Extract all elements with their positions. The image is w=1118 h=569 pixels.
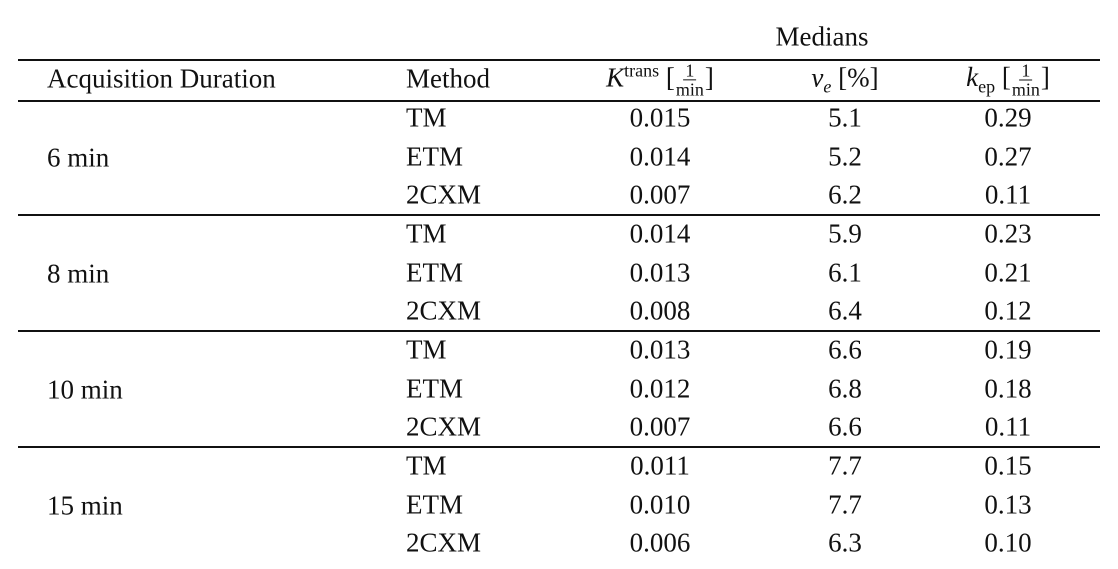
- value-cell: 0.011: [630, 450, 690, 481]
- symbol: K: [606, 62, 625, 93]
- value-cell: 0.006: [629, 527, 691, 558]
- symbol: k: [966, 62, 979, 93]
- value-cell: 0.10: [984, 527, 1032, 558]
- fraction: 1 min: [1012, 62, 1040, 99]
- duration-cell: 8 min: [47, 258, 110, 289]
- bracket: [: [665, 62, 675, 93]
- method-cell: ETM: [406, 373, 463, 403]
- duration-cell: 6 min: [47, 142, 110, 173]
- method-cell: TM: [406, 450, 447, 481]
- value-cell: 7.7: [828, 489, 862, 519]
- header-rule: [18, 100, 1100, 102]
- value-cell: 0.007: [629, 179, 691, 210]
- method-cell: TM: [406, 334, 447, 365]
- value-cell: 0.21: [984, 257, 1032, 287]
- value-cell: 6.8: [828, 373, 862, 403]
- bracket: ]: [1040, 62, 1050, 93]
- group-rule: [18, 330, 1100, 332]
- value-cell: 0.29: [984, 102, 1032, 133]
- numerator: 1: [1019, 60, 1033, 81]
- column-header: Method: [406, 63, 490, 94]
- value-cell: 0.18: [984, 373, 1032, 403]
- group-rule: [18, 214, 1100, 216]
- bracket: [: [1001, 62, 1011, 93]
- method-cell: 2CXM: [406, 179, 482, 210]
- value-cell: 0.11: [984, 179, 1032, 210]
- bracket: ]: [704, 62, 714, 93]
- value-cell: 0.014: [629, 218, 691, 249]
- value-cell: 6.3: [828, 527, 862, 558]
- value-cell: 0.15: [984, 450, 1032, 481]
- value-cell: 6.4: [828, 295, 862, 326]
- group-rule: [18, 446, 1100, 448]
- value-cell: 0.015: [629, 102, 691, 133]
- denominator: min: [675, 79, 704, 100]
- value-cell: 0.010: [629, 489, 691, 519]
- column-header: ve [%]: [811, 62, 879, 97]
- column-header: Acquisition Duration: [47, 63, 276, 94]
- method-cell: ETM: [406, 257, 463, 287]
- method-cell: 2CXM: [406, 527, 482, 558]
- denominator: min: [1011, 79, 1040, 100]
- value-cell: 5.2: [828, 141, 862, 171]
- top-rule: [18, 59, 1100, 61]
- value-cell: 0.012: [629, 373, 691, 403]
- value-cell: 6.2: [828, 179, 862, 210]
- column-header: kep [1 min]: [966, 62, 1050, 99]
- value-cell: 6.1: [828, 257, 862, 287]
- unit: [%]: [838, 62, 879, 93]
- value-cell: 0.23: [984, 218, 1032, 249]
- value-cell: 0.013: [629, 334, 691, 365]
- value-cell: 0.007: [629, 411, 691, 442]
- value-cell: 0.008: [629, 295, 691, 326]
- method-cell: TM: [406, 218, 447, 249]
- fraction: 1 min: [676, 62, 704, 99]
- value-cell: 7.7: [828, 450, 862, 481]
- duration-cell: 10 min: [47, 374, 123, 405]
- numerator: 1: [683, 60, 697, 81]
- value-cell: 0.19: [984, 334, 1032, 365]
- value-cell: 5.1: [828, 102, 862, 133]
- value-cell: 5.9: [828, 218, 862, 249]
- value-cell: 0.014: [629, 141, 691, 171]
- method-cell: 2CXM: [406, 411, 482, 442]
- value-cell: 0.27: [984, 141, 1032, 171]
- method-cell: TM: [406, 102, 447, 133]
- value-cell: 0.013: [629, 257, 691, 287]
- value-cell: 6.6: [828, 411, 862, 442]
- group-header: Medians: [775, 21, 869, 52]
- column-header: Ktrans [1 min]: [606, 61, 714, 98]
- superscript: trans: [624, 60, 660, 81]
- subscript: ep: [978, 76, 996, 97]
- value-cell: 0.11: [984, 411, 1032, 442]
- method-cell: ETM: [406, 141, 463, 171]
- symbol: v: [811, 62, 824, 93]
- value-cell: 6.6: [828, 334, 862, 365]
- value-cell: 0.12: [984, 295, 1032, 326]
- method-cell: 2CXM: [406, 295, 482, 326]
- duration-cell: 15 min: [47, 490, 123, 521]
- method-cell: ETM: [406, 489, 463, 519]
- value-cell: 0.13: [984, 489, 1032, 519]
- subscript: e: [823, 76, 832, 97]
